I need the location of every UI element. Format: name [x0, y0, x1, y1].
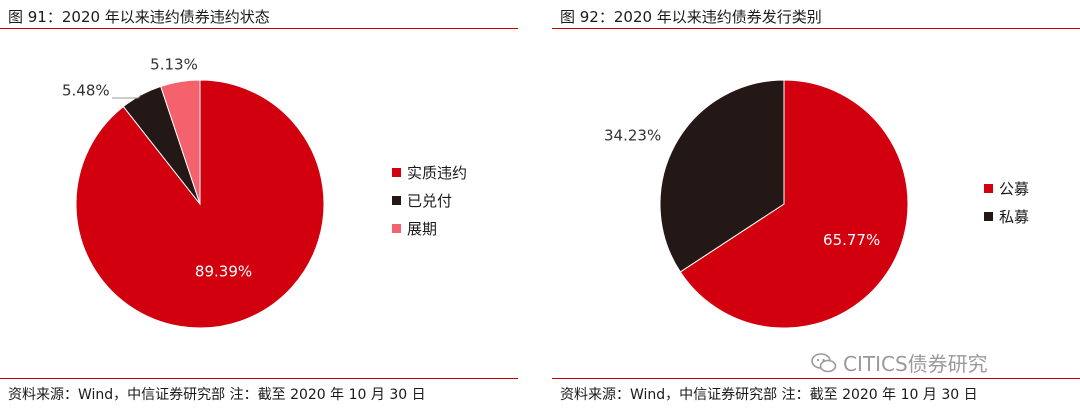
- legend-item-0-1: 已兑付: [392, 186, 467, 214]
- pie-slice-1-0: [679, 79, 909, 329]
- pie-data-label-0-2: 5.13%: [150, 56, 198, 74]
- figure-92-title: 图 92：2020 年以来违约债券发行类别: [560, 8, 822, 26]
- pie-data-label-0-1: 5.48%: [62, 82, 110, 100]
- figure-92-panel: 图 92：2020 年以来违约债券发行类别 65.77% 34.23% 公募 私募 …: [552, 0, 1080, 409]
- pie-slice-1-1: [659, 79, 785, 273]
- legend-label: 公募: [999, 179, 1030, 198]
- pie-data-label-0-0: 89.39%: [195, 262, 252, 280]
- figure-92-legend: 公募 私募: [984, 174, 1029, 230]
- legend-item-1-1: 私募: [984, 202, 1029, 230]
- legend-label: 展期: [407, 219, 438, 238]
- figure-91-legend: 实质违约 已兑付 展期: [392, 158, 467, 242]
- figure-92-bottom-rule: [552, 378, 1080, 379]
- pie-slice-0-2: [160, 79, 201, 205]
- legend-item-0-2: 展期: [392, 214, 467, 242]
- legend-swatch: [984, 183, 993, 193]
- figure-92-top-rule: [552, 28, 1080, 29]
- figure-91-title: 图 91：2020 年以来违约债券违约状态: [8, 8, 270, 26]
- pie-data-label-1-1: 34.23%: [604, 127, 661, 145]
- legend-swatch: [392, 223, 401, 233]
- figure-91-source-note: 资料来源：Wind，中信证券研究部 注：截至 2020 年 10 月 30 日: [8, 387, 426, 403]
- legend-label: 私募: [999, 207, 1030, 226]
- wechat-icon: [811, 352, 837, 372]
- legend-item-0-0: 实质违约: [392, 158, 467, 186]
- watermark-text: CITICS债券研究: [843, 352, 988, 376]
- watermark: CITICS债券研究: [811, 348, 988, 377]
- pie-slice-0-0: [75, 79, 325, 329]
- figure-91-panel: 图 91：2020 年以来违约债券违约状态 89.39% 5.48% 5.13% 实…: [0, 0, 518, 409]
- figure-92-pie-chart: 65.77% 34.23%: [604, 79, 909, 329]
- legend-item-1-0: 公募: [984, 174, 1029, 202]
- figure-91-bottom-rule: [0, 378, 518, 379]
- figure-92-source-note: 资料来源：Wind，中信证券研究部 注：截至 2020 年 10 月 30 日: [560, 387, 978, 403]
- figure-91-top-rule: [0, 28, 518, 29]
- legend-swatch: [984, 211, 993, 221]
- legend-swatch: [392, 167, 401, 177]
- legend-label: 实质违约: [407, 163, 468, 182]
- pie-leader-line-0-1: [112, 94, 142, 99]
- pie-data-label-1-0: 65.77%: [823, 231, 880, 249]
- legend-label: 已兑付: [407, 191, 453, 210]
- legend-swatch: [392, 195, 401, 205]
- figure-91-pie-chart: 89.39% 5.48% 5.13%: [62, 56, 325, 329]
